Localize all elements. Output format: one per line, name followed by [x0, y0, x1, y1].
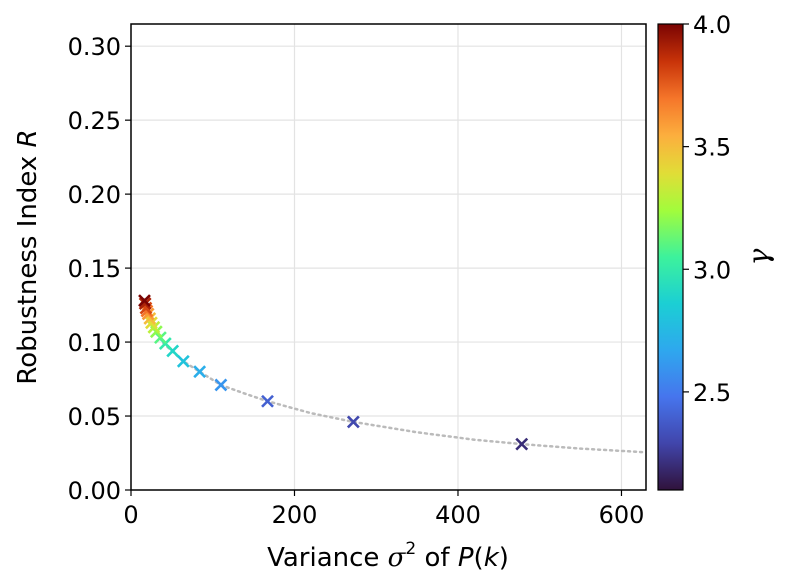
colorbar-ticks: 2.5 3.0 3.5 4.0 — [683, 11, 731, 407]
y-tick-label-5: 0.25 — [68, 107, 121, 135]
colorbar-tick-label-3: 4.0 — [693, 11, 731, 39]
y-tick-label-6: 0.30 — [68, 33, 121, 61]
x-tick-label-2: 400 — [435, 501, 481, 529]
data-point-2 — [261, 394, 274, 408]
data-point-5 — [176, 354, 190, 368]
trend-line — [142, 297, 648, 454]
x-tick-label-3: 600 — [599, 501, 645, 529]
plot-frame — [130, 23, 647, 491]
y-tick-label-1: 0.05 — [68, 403, 121, 431]
trend-line-layer — [142, 297, 648, 454]
colorbar-label: γ — [742, 248, 775, 265]
data-point-3 — [214, 378, 228, 392]
colorbar-tick-label-2: 3.5 — [693, 134, 731, 162]
y-axis-label: Robustness Index R — [13, 129, 43, 384]
data-points — [138, 294, 529, 451]
data-point-4 — [193, 365, 207, 379]
data-point-1 — [346, 415, 360, 429]
x-tick-label-1: 200 — [272, 501, 318, 529]
data-point-0 — [515, 437, 529, 451]
grid-lines — [131, 24, 646, 490]
colorbar — [657, 23, 684, 491]
y-tick-label-0: 0.00 — [68, 477, 121, 505]
y-tick-label-3: 0.15 — [68, 255, 121, 283]
data-point-16 — [138, 297, 152, 311]
x-axis-ticks: 0 200 400 600 — [123, 490, 644, 529]
x-tick-label-0: 0 — [123, 501, 138, 529]
colorbar-tick-label-1: 3.0 — [693, 256, 731, 284]
data-point-17 — [138, 294, 151, 308]
y-axis-ticks: 0.00 0.05 0.10 0.15 0.20 0.25 0.30 — [68, 33, 131, 505]
y-tick-label-2: 0.10 — [68, 329, 121, 357]
y-tick-label-4: 0.20 — [68, 181, 121, 209]
colorbar-tick-label-0: 2.5 — [693, 379, 731, 407]
x-axis-label: Variance σ2 of P(k) — [267, 539, 509, 573]
